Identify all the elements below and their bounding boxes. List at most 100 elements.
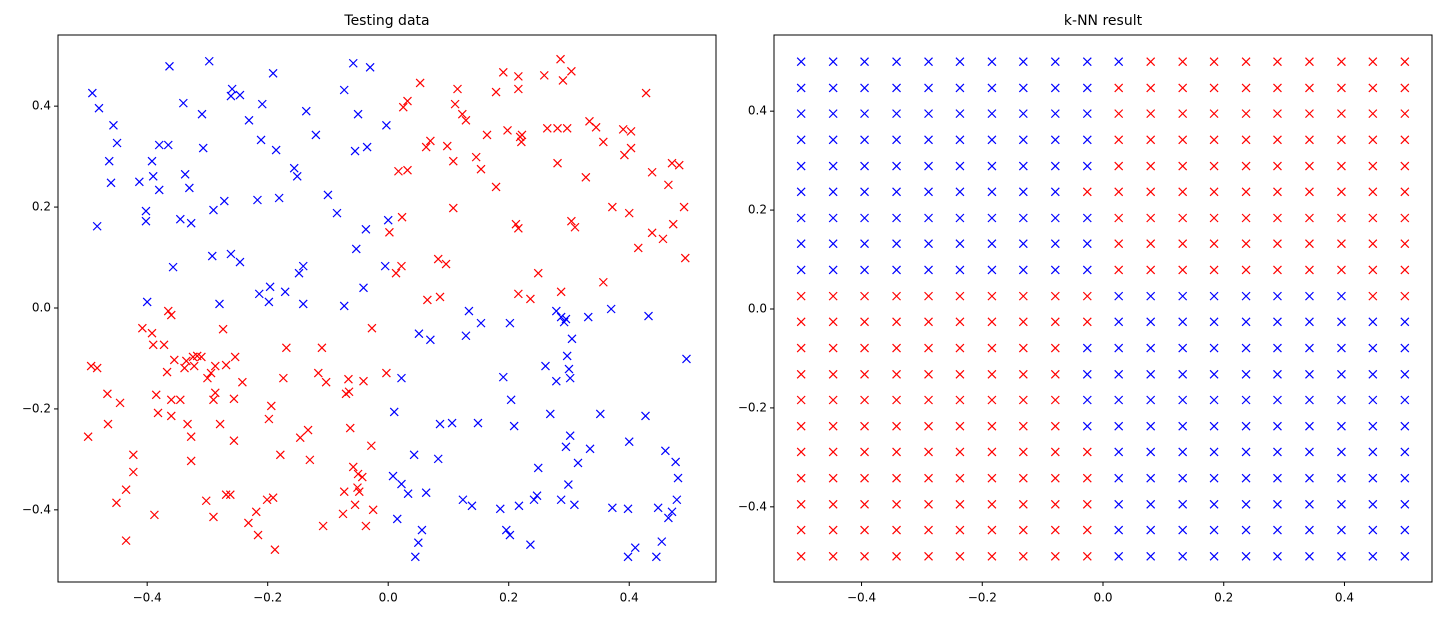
point [1209,421,1219,431]
point [1178,239,1188,249]
point [1241,317,1251,327]
point [1305,291,1314,301]
point [1114,265,1124,275]
point [1400,135,1410,145]
point [553,123,562,133]
point [585,444,595,454]
point [1337,551,1346,561]
point [892,317,901,327]
point [350,146,360,156]
point [403,489,413,499]
y-tick-label: −0.4 [738,499,767,513]
point [626,126,636,136]
point [294,268,304,278]
point [280,287,290,297]
point [189,361,199,371]
point [409,450,419,460]
point [1400,551,1410,561]
point [186,218,196,228]
point [251,507,261,517]
point [591,122,601,132]
point [1082,317,1092,327]
point [529,495,539,505]
y-tick-label: 0.4 [748,104,767,118]
point [566,66,576,76]
point [1018,187,1028,197]
point [566,216,576,226]
point [1114,135,1124,145]
point [924,447,933,457]
point [301,106,311,116]
point [987,525,997,535]
point [435,419,445,429]
point [501,525,511,535]
point [1209,369,1219,379]
point [796,499,806,509]
point [657,537,667,547]
point [860,109,869,119]
point [1082,343,1092,353]
point [209,205,218,215]
point [892,109,901,119]
point [828,499,838,509]
point [1368,239,1378,249]
point [1241,525,1251,535]
point [1209,447,1219,457]
point [1273,187,1282,197]
point [892,551,901,561]
point [796,187,806,197]
point [1305,135,1314,145]
point [186,432,196,442]
point [828,447,838,457]
point [383,215,393,225]
point [644,311,653,321]
point [1209,239,1219,249]
point [321,377,331,387]
point [1273,291,1282,301]
point [317,343,327,353]
point [630,543,640,553]
point [254,289,264,299]
point [1082,447,1092,457]
point [1018,135,1028,145]
point [303,425,313,435]
point [1146,109,1156,119]
point [955,265,965,275]
point [278,373,288,383]
point [796,83,806,93]
point [828,57,838,67]
point [394,166,403,176]
point [305,455,315,465]
point [658,234,668,244]
point [1018,499,1028,509]
point [1273,135,1282,145]
point [450,99,460,109]
point [1114,213,1124,223]
point [229,394,239,404]
point [281,343,291,353]
point [1337,317,1346,327]
point [1146,213,1156,223]
point [1082,57,1092,67]
point [397,479,406,489]
point [1273,343,1282,353]
point [491,87,501,97]
point [274,193,284,203]
point [141,216,151,226]
point [275,450,285,460]
point [103,419,113,429]
point [361,224,371,234]
point [403,96,412,106]
point [1241,447,1251,457]
point [641,411,650,421]
point [955,317,965,327]
point [924,421,933,431]
point [987,265,997,275]
point [562,351,572,361]
point [1368,369,1378,379]
point [955,525,965,535]
point [1400,239,1410,249]
point [1114,57,1124,67]
point [154,185,164,195]
y-tick-label: −0.2 [22,401,51,415]
